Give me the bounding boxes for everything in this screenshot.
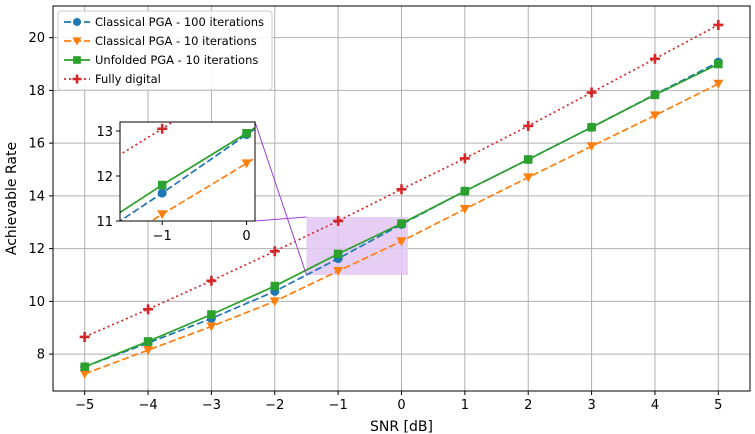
data-point xyxy=(269,297,280,307)
data-point xyxy=(73,176,83,186)
data-point xyxy=(333,215,344,226)
data-point xyxy=(270,281,280,291)
inset-x-tick-label: −1 xyxy=(153,229,172,244)
legend-label: Classical PGA - 100 iterations xyxy=(95,15,264,29)
data-point xyxy=(326,17,336,27)
inset-y-tick-label: 13 xyxy=(96,125,113,140)
data-point xyxy=(242,129,251,138)
data-point xyxy=(241,159,252,169)
data-point xyxy=(143,337,153,346)
data-point xyxy=(649,53,660,64)
inset-zoom: −1 0 11 12 13 xyxy=(73,0,505,271)
y-tick-label: 18 xyxy=(28,84,45,99)
y-tick-label: 20 xyxy=(28,31,45,46)
data-point xyxy=(460,186,470,196)
data-point xyxy=(523,155,533,164)
inset-connectors xyxy=(254,121,307,276)
legend-marker xyxy=(73,56,81,64)
data-point xyxy=(495,0,505,6)
data-point xyxy=(459,153,470,164)
data-point xyxy=(713,19,724,30)
x-tick-label: −3 xyxy=(202,398,221,413)
data-point xyxy=(80,362,89,371)
y-tick-label: 8 xyxy=(37,348,45,363)
inset-x-tick-label: 0 xyxy=(242,229,250,244)
y-tick-label: 16 xyxy=(28,137,45,152)
inset-frame xyxy=(119,121,256,222)
y-tick-label: 14 xyxy=(28,189,45,204)
data-point xyxy=(269,246,280,257)
x-tick-label: 1 xyxy=(461,398,469,413)
data-point xyxy=(333,267,344,277)
x-tick-label: 2 xyxy=(524,398,532,413)
data-point xyxy=(411,20,420,29)
legend-marker xyxy=(72,37,82,46)
data-point xyxy=(586,87,597,98)
data-point xyxy=(713,79,724,89)
data-point xyxy=(207,310,216,319)
data-point xyxy=(459,205,470,215)
y-tick-label: 10 xyxy=(28,295,45,310)
x-tick-label: 4 xyxy=(651,398,659,413)
data-point xyxy=(79,369,90,379)
x-tick-label: 5 xyxy=(714,398,722,413)
data-point xyxy=(586,142,597,152)
x-tick-label: −1 xyxy=(329,398,348,413)
legend-label: Classical PGA - 10 iterations xyxy=(95,34,257,48)
data-point xyxy=(143,304,154,315)
x-axis-label: SNR [dB] xyxy=(370,419,433,434)
legend-marker xyxy=(72,74,82,84)
data-point xyxy=(326,73,335,82)
data-point xyxy=(396,184,407,195)
data-point xyxy=(157,123,168,134)
y-tick-label: 12 xyxy=(28,242,45,257)
x-tick-label: −2 xyxy=(265,398,284,413)
data-point xyxy=(74,236,83,245)
legend-box xyxy=(57,10,273,91)
data-point xyxy=(333,249,343,259)
legend: Classical PGA - 100 iterations Classical … xyxy=(57,10,273,91)
inset-y-tick-label: 11 xyxy=(96,215,113,230)
data-point xyxy=(157,210,168,220)
data-point xyxy=(143,346,154,356)
data-point xyxy=(79,331,90,342)
legend-label: Unfolded PGA - 10 iterations xyxy=(95,53,258,67)
data-point xyxy=(73,262,83,271)
data-point xyxy=(411,19,420,28)
data-point xyxy=(523,120,534,131)
legend-marker xyxy=(72,17,82,27)
x-tick-label: −4 xyxy=(138,398,157,413)
data-point xyxy=(396,237,407,247)
x-tick-label: −5 xyxy=(75,398,94,413)
connector-line xyxy=(254,216,307,222)
data-point xyxy=(523,173,534,183)
data-point xyxy=(587,123,596,132)
data-point xyxy=(157,188,167,198)
x-tick-label: 3 xyxy=(587,398,595,413)
data-point xyxy=(206,322,217,332)
inset-y-tick-label: 12 xyxy=(96,170,113,185)
data-point xyxy=(397,219,406,228)
main-series xyxy=(79,19,724,379)
data-point xyxy=(410,51,420,60)
data-point xyxy=(650,90,660,100)
legend-label: Fully digital xyxy=(95,72,161,86)
data-point xyxy=(206,275,217,286)
data-point xyxy=(326,105,336,114)
data-point xyxy=(327,74,336,83)
y-axis-label: Achievable Rate xyxy=(4,142,20,255)
data-point xyxy=(714,59,723,69)
series-line xyxy=(84,24,719,338)
connector-line xyxy=(254,121,307,276)
x-tick-label: 0 xyxy=(397,398,405,413)
data-point xyxy=(157,180,167,190)
inset-series xyxy=(73,0,505,271)
data-point xyxy=(649,111,660,121)
